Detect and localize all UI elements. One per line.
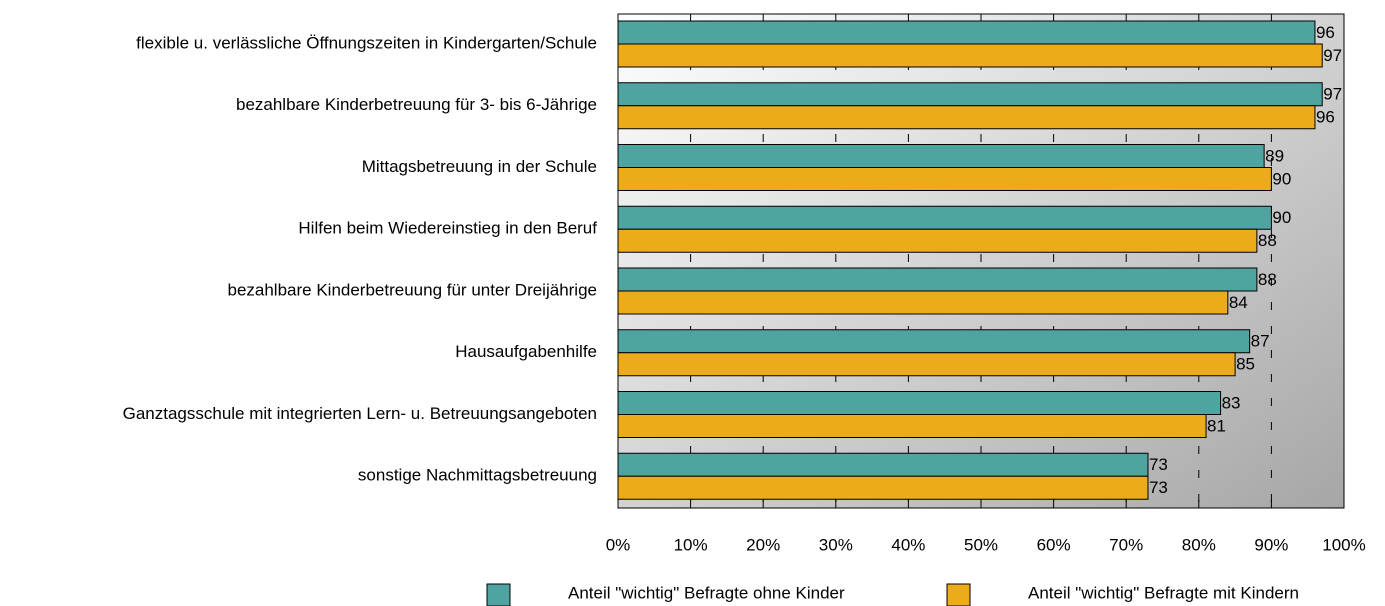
x-tick-label: 0% (606, 535, 631, 554)
bar (617, 82, 1323, 107)
y-tick-label: Mittagsbetreuung in der Schule (362, 157, 597, 176)
value-label: 81 (1207, 416, 1226, 435)
value-label: 73 (1149, 478, 1168, 497)
value-label: 90 (1272, 208, 1291, 227)
y-tick-label: sonstige Nachmittagsbetreuung (358, 466, 597, 485)
value-label: 83 (1222, 393, 1241, 412)
legend-swatch (946, 583, 971, 606)
value-label: 85 (1236, 355, 1255, 374)
value-label: 96 (1316, 23, 1335, 42)
bar (617, 205, 1272, 230)
y-tick-label: Hilfen beim Wiedereinstieg in den Beruf (298, 219, 597, 238)
legend-label: Anteil "wichtig" Befragte mit Kindern (1028, 583, 1299, 602)
bar (617, 228, 1258, 253)
value-label: 73 (1149, 455, 1168, 474)
value-label: 88 (1258, 231, 1277, 250)
x-tick-label: 80% (1182, 535, 1216, 554)
x-tick-label: 60% (1037, 535, 1071, 554)
x-tick-label: 10% (674, 535, 708, 554)
bar (617, 352, 1236, 377)
bar (617, 391, 1222, 415)
x-tick-label: 50% (964, 535, 998, 554)
bar (617, 290, 1229, 315)
value-label: 88 (1258, 270, 1277, 289)
bar (617, 144, 1265, 168)
x-tick-label: 20% (746, 535, 780, 554)
legend-label: Anteil "wichtig" Befragte ohne Kinder (568, 583, 845, 602)
value-label: 84 (1229, 293, 1248, 312)
bar (617, 43, 1323, 68)
bar (617, 452, 1149, 477)
x-tick-label: 30% (819, 535, 853, 554)
legend-swatch (486, 583, 511, 606)
bar (617, 329, 1251, 354)
y-tick-label: flexible u. verlässliche Öffnungszeiten … (136, 33, 597, 52)
x-tick-label: 70% (1109, 535, 1143, 554)
value-label: 96 (1316, 108, 1335, 127)
y-tick-label: Hausaufgabenhilfe (455, 342, 597, 361)
value-label: 89 (1265, 146, 1284, 165)
x-tick-label: 90% (1254, 535, 1288, 554)
value-label: 97 (1323, 46, 1342, 65)
bar (617, 20, 1316, 45)
bar (617, 105, 1316, 130)
value-label: 87 (1251, 332, 1270, 351)
bar (617, 267, 1258, 292)
value-label: 97 (1323, 85, 1342, 104)
y-tick-label: Ganztagsschule mit integrierten Lern- u.… (123, 404, 597, 423)
y-tick-label: bezahlbare Kinderbetreuung für unter Dre… (227, 280, 597, 299)
bar (617, 475, 1149, 500)
x-tick-label: 40% (891, 535, 925, 554)
bar (617, 414, 1207, 438)
value-label: 90 (1272, 169, 1291, 188)
bar (617, 167, 1272, 191)
x-tick-label: 100% (1322, 535, 1365, 554)
y-tick-label: bezahlbare Kinderbetreuung für 3- bis 6-… (236, 95, 597, 114)
